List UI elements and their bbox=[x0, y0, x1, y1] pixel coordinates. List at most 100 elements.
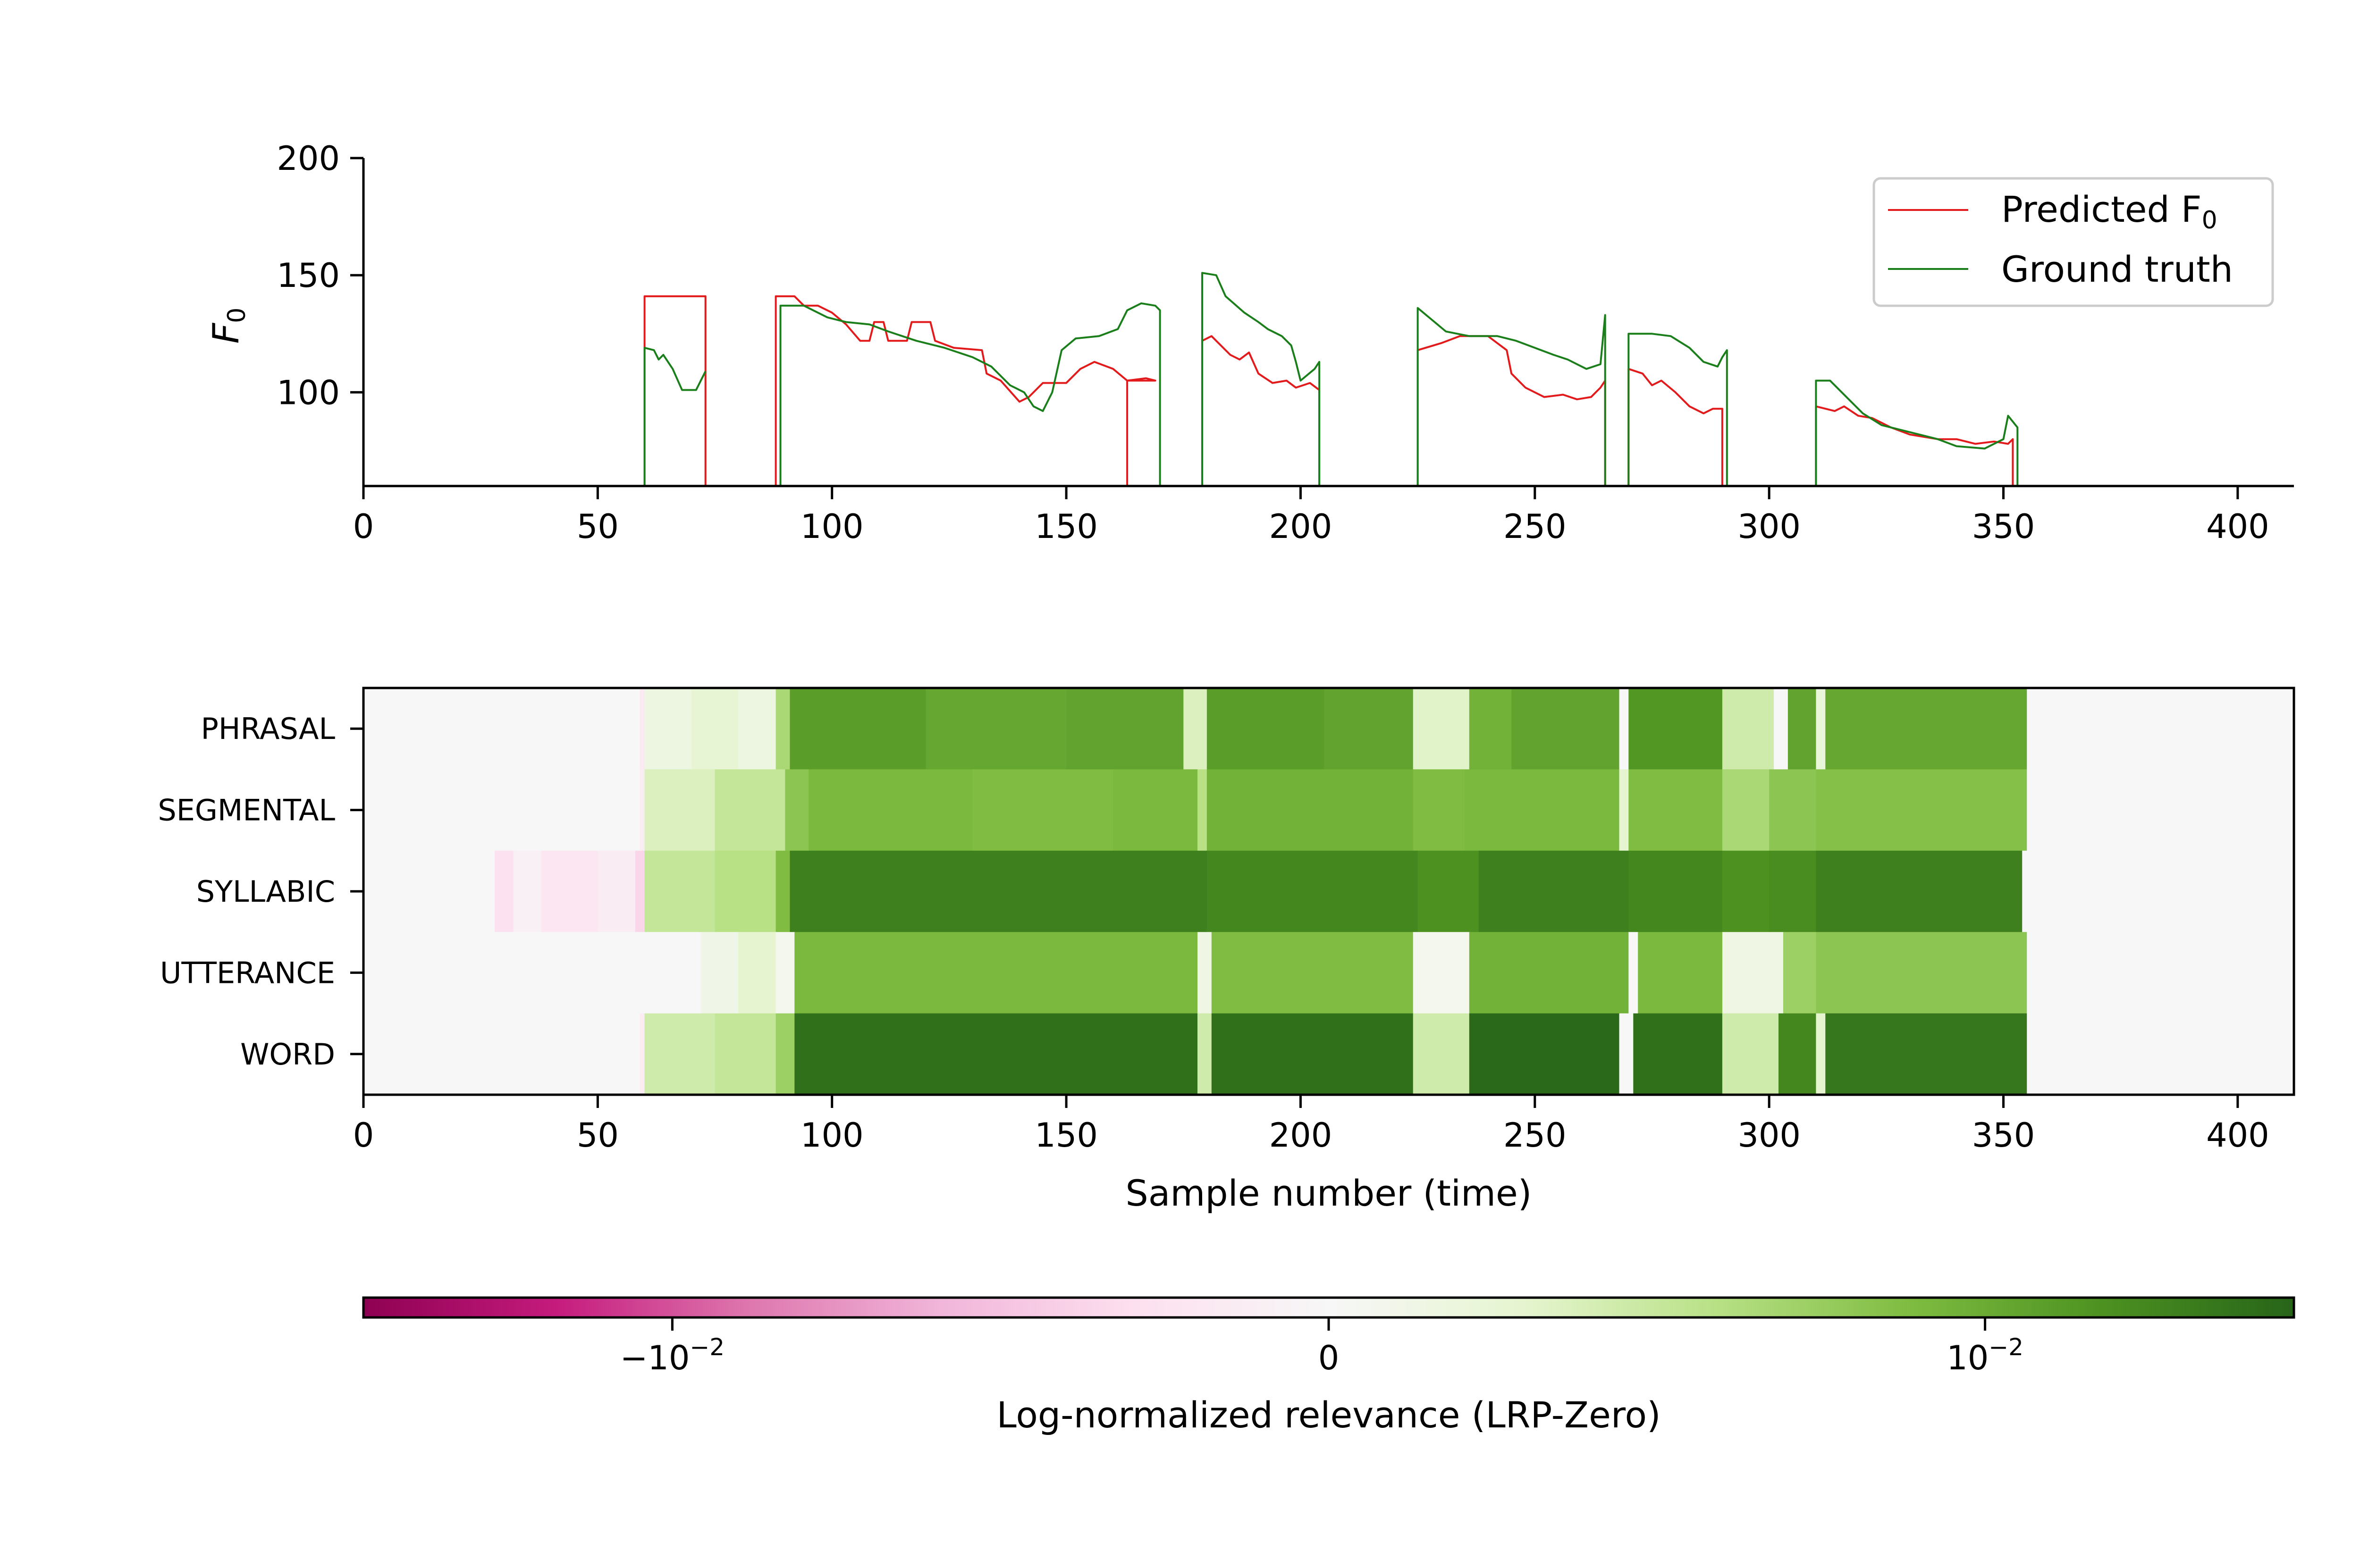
heatmap-cell-word-9 bbox=[1469, 1014, 1620, 1095]
heatmap-cell-phrasal-15 bbox=[1619, 688, 1629, 770]
heatmap-cell-phrasal-10 bbox=[1207, 688, 1324, 770]
line-y-tick-label-2: 200 bbox=[277, 139, 340, 178]
ground-truth-line-segment-3 bbox=[1418, 308, 1605, 486]
heatmap-cell-syllabic-4 bbox=[598, 851, 635, 932]
heatmap-cell-segmental-14 bbox=[1722, 769, 1770, 851]
heatmap-x-tick-label-3: 150 bbox=[1035, 1116, 1098, 1155]
heatmap-cell-phrasal-20 bbox=[1816, 688, 1826, 770]
heatmap-x-tick-label-6: 300 bbox=[1737, 1116, 1801, 1155]
heatmap-row-label-syllabic: SYLLABIC bbox=[196, 874, 335, 909]
colorbar-tick-label-2: 10−2 bbox=[1947, 1333, 2023, 1377]
line-series-group bbox=[645, 273, 2018, 486]
predicted-f0-line-segment-4 bbox=[1418, 336, 1605, 486]
heatmap-cell-word-13 bbox=[1778, 1014, 1816, 1095]
heatmap-cell-syllabic-7 bbox=[715, 851, 776, 932]
heatmap-cell-phrasal-2 bbox=[645, 688, 692, 770]
line-chart-y-ticks: 100150200 bbox=[277, 139, 363, 412]
heatmap-cell-segmental-13 bbox=[1628, 769, 1722, 851]
heatmap-cell-syllabic-10 bbox=[1207, 851, 1418, 932]
heatmap-cell-syllabic-8 bbox=[776, 851, 791, 932]
heatmap-cell-syllabic-17 bbox=[2022, 851, 2294, 932]
line-x-tick-label-2: 100 bbox=[801, 507, 864, 546]
line-x-tick-label-1: 50 bbox=[577, 507, 619, 546]
heatmap-cell-phrasal-11 bbox=[1324, 688, 1413, 770]
heatmap-cell-phrasal-21 bbox=[1825, 688, 2027, 770]
line-chart-y-label: F0 bbox=[205, 308, 251, 344]
heatmap-cell-syllabic-14 bbox=[1722, 851, 1770, 932]
heatmap-cell-phrasal-8 bbox=[1066, 688, 1184, 770]
heatmap-x-tick-label-5: 250 bbox=[1503, 1116, 1567, 1155]
heatmap-x-tick-label-2: 100 bbox=[801, 1116, 864, 1155]
colorbar-tick-label-1: 0 bbox=[1318, 1339, 1340, 1377]
heatmap-cell-syllabic-3 bbox=[541, 851, 598, 932]
legend-label-ground-truth: Ground truth bbox=[2001, 248, 2233, 290]
ground-truth-line-segment-0 bbox=[645, 348, 706, 486]
colorbar: −10−2 0 10−2 Log-normalized relevance (LRP… bbox=[363, 1298, 2294, 1436]
heatmap-cell-phrasal-13 bbox=[1469, 688, 1512, 770]
heatmap-cell-utterance-2 bbox=[738, 932, 776, 1014]
heatmap-cell-phrasal-4 bbox=[738, 688, 776, 770]
heatmap-cell-word-14 bbox=[1816, 1014, 1826, 1095]
heatmap-cell-phrasal-18 bbox=[1774, 688, 1788, 770]
heatmap-cell-word-12 bbox=[1722, 1014, 1779, 1095]
heatmap-cell-phrasal-9 bbox=[1183, 688, 1207, 770]
colorbar-ticks: −10−2 0 10−2 bbox=[620, 1317, 2023, 1377]
heatmap-cell-segmental-12 bbox=[1619, 769, 1629, 851]
line-x-tick-label-6: 300 bbox=[1737, 507, 1801, 546]
heatmap-row-label-utterance: UTTERANCE bbox=[160, 956, 335, 990]
heatmap-cell-utterance-11 bbox=[1722, 932, 1784, 1014]
legend: Predicted F0 Ground truth bbox=[1874, 178, 2273, 306]
heatmap-cell-syllabic-11 bbox=[1418, 851, 1479, 932]
heatmap-cell-segmental-3 bbox=[715, 769, 786, 851]
heatmap-cell-segmental-0 bbox=[363, 769, 641, 851]
ground-truth-line-segment-5 bbox=[1816, 381, 2017, 486]
heatmap-cell-utterance-5 bbox=[1197, 932, 1212, 1014]
heatmap-cell-utterance-7 bbox=[1413, 932, 1470, 1014]
line-x-tick-label-3: 150 bbox=[1035, 507, 1098, 546]
heatmap-cell-syllabic-0 bbox=[363, 851, 495, 932]
heatmap-x-tick-label-1: 50 bbox=[577, 1116, 619, 1155]
heatmap-cell-word-5 bbox=[794, 1014, 1198, 1095]
heatmap-cell-syllabic-16 bbox=[1816, 851, 2023, 932]
y-label-sub: 0 bbox=[223, 308, 251, 323]
heatmap-cell-word-15 bbox=[1825, 1014, 2027, 1095]
heatmap-cell-segmental-2 bbox=[645, 769, 716, 851]
heatmap-x-tick-label-4: 200 bbox=[1269, 1116, 1332, 1155]
heatmap-cell-segmental-11 bbox=[1465, 769, 1619, 851]
heatmap-row-labels: PHRASALSEGMENTALSYLLABICUTTERANCEWORD bbox=[158, 712, 363, 1072]
heatmap-x-tick-label-8: 400 bbox=[2206, 1116, 2269, 1155]
predicted-f0-line-segment-6 bbox=[1816, 406, 2013, 486]
line-x-tick-label-5: 250 bbox=[1503, 507, 1567, 546]
line-x-tick-label-7: 350 bbox=[1972, 507, 2035, 546]
heatmap-cell-utterance-8 bbox=[1469, 932, 1629, 1014]
heatmap-cell-word-6 bbox=[1197, 1014, 1212, 1095]
heatmap-x-tick-label-0: 0 bbox=[353, 1116, 374, 1155]
heatmap-cell-segmental-16 bbox=[1816, 769, 2027, 851]
heatmap-cell-segmental-1 bbox=[640, 769, 645, 851]
heatmap-cell-word-10 bbox=[1619, 1014, 1634, 1095]
colorbar-gradient bbox=[363, 1298, 2294, 1317]
heatmap-cell-segmental-7 bbox=[1113, 769, 1198, 851]
colorbar-label: Log-normalized relevance (LRP-Zero) bbox=[996, 1394, 1660, 1436]
heatmap-x-ticks: 0 50 100 150 200 250 300 350 400 bbox=[353, 1095, 2269, 1155]
heatmap-cell-utterance-9 bbox=[1628, 932, 1638, 1014]
heatmap-cell-utterance-1 bbox=[701, 932, 739, 1014]
heatmap-cell-phrasal-7 bbox=[926, 688, 1067, 770]
heatmap-cell-syllabic-13 bbox=[1628, 851, 1722, 932]
heatmap-cells bbox=[363, 688, 2294, 1095]
predicted-f0-line-segment-3 bbox=[1202, 336, 1319, 486]
heatmap-cell-segmental-8 bbox=[1197, 769, 1207, 851]
heatmap-cell-segmental-5 bbox=[809, 769, 973, 851]
heatmap-cell-word-2 bbox=[645, 1014, 716, 1095]
heatmap-cell-word-8 bbox=[1413, 1014, 1470, 1095]
legend-predicted-main: Predicted F bbox=[2001, 188, 2202, 230]
heatmap-cell-word-11 bbox=[1633, 1014, 1722, 1095]
heatmap-cell-phrasal-14 bbox=[1511, 688, 1619, 770]
heatmap-cell-word-3 bbox=[715, 1014, 776, 1095]
heatmap-cell-phrasal-5 bbox=[776, 688, 791, 770]
heatmap-cell-word-7 bbox=[1212, 1014, 1414, 1095]
heatmap-x-tick-label-7: 350 bbox=[1972, 1116, 2035, 1155]
line-x-tick-label-8: 400 bbox=[2206, 507, 2269, 546]
legend-label-predicted: Predicted F0 bbox=[2001, 188, 2217, 235]
predicted-f0-line-segment-1 bbox=[776, 296, 1155, 486]
